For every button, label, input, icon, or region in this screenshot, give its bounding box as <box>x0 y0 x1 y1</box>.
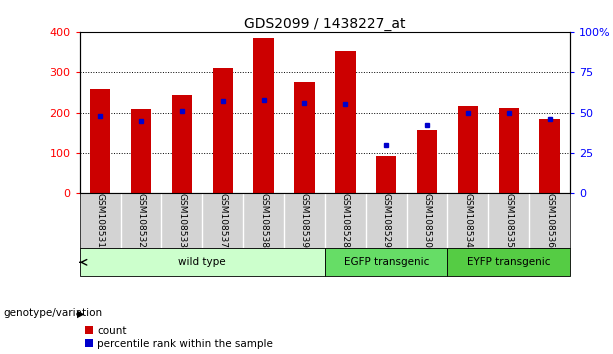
Text: GSM108533: GSM108533 <box>177 193 186 248</box>
Bar <box>335 51 356 193</box>
Text: GSM108536: GSM108536 <box>545 193 554 248</box>
Text: GSM108532: GSM108532 <box>137 193 145 248</box>
Bar <box>294 82 314 193</box>
Title: GDS2099 / 1438227_at: GDS2099 / 1438227_at <box>244 17 406 31</box>
Bar <box>325 249 447 276</box>
Text: genotype/variation: genotype/variation <box>3 308 102 318</box>
Text: GSM108534: GSM108534 <box>463 193 473 248</box>
Bar <box>498 108 519 193</box>
Bar <box>458 107 478 193</box>
Text: EGFP transgenic: EGFP transgenic <box>343 257 429 267</box>
Text: GSM108529: GSM108529 <box>382 193 390 248</box>
Bar <box>213 68 233 193</box>
Bar <box>131 109 151 193</box>
Text: GSM108528: GSM108528 <box>341 193 350 248</box>
Text: wild type: wild type <box>178 257 226 267</box>
Legend: count, percentile rank within the sample: count, percentile rank within the sample <box>85 326 273 349</box>
Bar <box>253 38 274 193</box>
Text: GSM108531: GSM108531 <box>96 193 105 248</box>
Text: GSM108530: GSM108530 <box>422 193 432 248</box>
Bar <box>172 95 192 193</box>
Text: EYFP transgenic: EYFP transgenic <box>467 257 550 267</box>
Text: GSM108539: GSM108539 <box>300 193 309 248</box>
Text: ▶: ▶ <box>77 308 84 318</box>
Text: GSM108538: GSM108538 <box>259 193 268 248</box>
Text: GSM108537: GSM108537 <box>218 193 227 248</box>
Bar <box>376 156 397 193</box>
Bar <box>447 249 570 276</box>
Bar <box>417 130 437 193</box>
Bar <box>539 119 560 193</box>
Bar <box>80 249 325 276</box>
Text: GSM108535: GSM108535 <box>504 193 513 248</box>
Bar <box>90 89 110 193</box>
